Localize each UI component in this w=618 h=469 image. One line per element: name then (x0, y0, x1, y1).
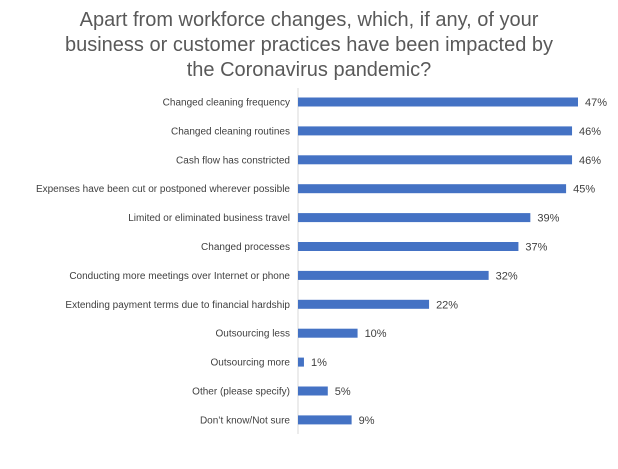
bar (298, 270, 489, 280)
value-label: 32% (496, 270, 518, 282)
bar (298, 415, 352, 425)
bar (298, 155, 573, 165)
category-label: Other (please specify) (192, 387, 290, 398)
chart-title-line-1: Apart from workforce changes, which, if … (79, 9, 539, 31)
chart-title-line-2: business or customer practices have been… (64, 34, 554, 56)
value-label: 47% (585, 97, 607, 109)
bar (298, 213, 531, 223)
category-label: Cash flow has constricted (176, 155, 290, 166)
value-label: 9% (359, 415, 375, 427)
category-label: Changed processes (201, 242, 290, 253)
category-label: Don’t know/Not sure (200, 415, 290, 426)
chart-title-line-3: the Coronavirus pandemic? (186, 59, 432, 81)
category-label: Extending payment terms due to financial… (65, 300, 290, 311)
category-label: Outsourcing more (211, 358, 291, 369)
bar (298, 299, 430, 309)
value-label: 39% (537, 213, 559, 225)
value-label: 46% (579, 155, 601, 167)
bar (298, 386, 328, 396)
value-label: 37% (525, 242, 547, 254)
value-label: 46% (579, 126, 601, 138)
bars-group: Changed cleaning frequency 47% Changed cle… (36, 97, 607, 427)
chart-title: Apart from workforce changes, which, if … (20, 8, 598, 83)
value-label: 22% (436, 299, 458, 311)
category-label: Conducting more meetings over Internet o… (69, 271, 290, 282)
value-label: 45% (573, 184, 595, 196)
category-label: Expenses have been cut or postponed wher… (36, 184, 290, 195)
value-label: 5% (335, 386, 351, 398)
bar (298, 328, 358, 338)
bar (298, 184, 567, 194)
bar (298, 97, 578, 107)
bar (298, 357, 304, 367)
bar (298, 242, 519, 251)
category-label: Limited or eliminated business travel (128, 213, 290, 224)
bar (298, 126, 573, 136)
category-label: Changed cleaning routines (171, 126, 290, 137)
category-label: Changed cleaning frequency (163, 98, 290, 109)
value-label: 1% (311, 357, 327, 369)
category-label: Outsourcing less (216, 329, 290, 340)
value-label: 10% (365, 328, 387, 340)
